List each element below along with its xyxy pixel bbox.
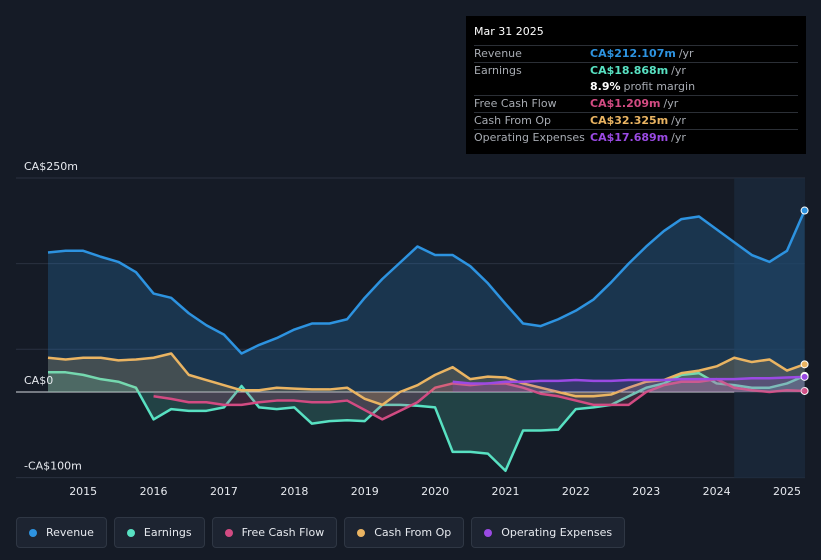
series-line xyxy=(47,210,806,355)
x-tick-label: 2020 xyxy=(421,485,449,498)
legend-label: Free Cash Flow xyxy=(241,526,325,539)
x-tick-label: 2023 xyxy=(632,485,660,498)
forecast-region xyxy=(734,178,805,478)
tooltip-row-unit: profit margin xyxy=(623,80,696,93)
series-endpoint[interactable] xyxy=(800,206,809,215)
tooltip-row-label: Earnings xyxy=(474,64,522,77)
tooltip-row-label: Operating Expenses xyxy=(474,131,585,144)
tooltip-row-value: CA$1.209m xyxy=(590,97,661,110)
series-cash-from-op xyxy=(47,352,809,407)
tooltip-row-unit: /yr xyxy=(671,64,686,77)
y-tick-label: CA$250m xyxy=(24,160,78,173)
legend-dot-icon xyxy=(357,528,366,537)
tooltip-row-unit: /yr xyxy=(671,114,686,127)
legend-item-revenue[interactable]: Revenue xyxy=(16,517,107,548)
tooltip-row: Cash From Op CA$32.325m/yr xyxy=(474,112,798,129)
x-tick-label: 2019 xyxy=(351,485,379,498)
legend-label: Operating Expenses xyxy=(501,526,613,539)
x-tick-label: 2022 xyxy=(562,485,590,498)
tooltip-row-value: CA$18.868m xyxy=(590,64,669,77)
tooltip-row: Free Cash Flow CA$1.209m/yr xyxy=(474,95,798,112)
x-tick-label: 2015 xyxy=(69,485,97,498)
x-tick-label: 2017 xyxy=(210,485,238,498)
tooltip-row: Operating Expenses CA$17.689m/yr xyxy=(474,129,798,146)
series-area xyxy=(452,376,805,392)
legend-item-free-cash-flow[interactable]: Free Cash Flow xyxy=(211,517,338,548)
legend-dot-icon xyxy=(29,528,37,537)
tooltip-row: Revenue CA$212.107m/yr xyxy=(474,45,798,62)
series-endpoint[interactable] xyxy=(800,372,809,381)
tooltip-row: 8.9% profit margin xyxy=(474,79,798,95)
legend-label: Cash From Op xyxy=(374,526,452,539)
tooltip-row-value: CA$32.325m xyxy=(590,114,669,127)
tooltip-row-label: Revenue xyxy=(474,47,522,60)
series-endpoint[interactable] xyxy=(800,386,809,395)
tooltip-row-label: Free Cash Flow xyxy=(474,97,557,110)
series-line xyxy=(452,375,805,385)
x-tick-label: 2016 xyxy=(140,485,168,498)
legend-item-operating-expenses[interactable]: Operating Expenses xyxy=(471,517,626,548)
tooltip-row-label: Cash From Op xyxy=(474,114,552,127)
tooltip-row-value: 8.9% xyxy=(590,80,621,93)
series-line xyxy=(48,371,806,473)
tooltip-row-unit: /yr xyxy=(663,97,679,110)
legend-label: Earnings xyxy=(143,526,192,539)
legend-dot-icon xyxy=(126,528,135,537)
y-tick-label: -CA$100m xyxy=(24,460,82,473)
tooltip-row-unit: /yr xyxy=(678,47,694,60)
tooltip-date: Mar 31 2025 xyxy=(474,25,544,38)
legend-dot-icon xyxy=(224,528,233,537)
series-operating-expenses xyxy=(452,372,809,392)
tooltip-row-value: CA$17.689m xyxy=(590,131,669,144)
tooltip-row: Earnings CA$18.868m/yr xyxy=(474,62,798,79)
legend: Revenue Earnings Free Cash Flow Cash From O… xyxy=(16,517,626,548)
legend-label: Revenue xyxy=(46,526,94,539)
series-area xyxy=(48,210,805,392)
x-tick-label: 2024 xyxy=(703,485,731,498)
x-tick-label: 2021 xyxy=(491,485,519,498)
y-tick-label: CA$0 xyxy=(24,374,53,387)
series-area xyxy=(48,372,805,471)
x-tick-label: 2025 xyxy=(773,485,801,498)
series-revenue xyxy=(47,206,809,392)
series-line xyxy=(47,352,806,407)
tooltip-row-label xyxy=(474,79,590,95)
tooltip-row-unit: /yr xyxy=(671,131,686,144)
legend-item-cash-from-op[interactable]: Cash From Op xyxy=(344,517,465,548)
legend-dot-icon xyxy=(484,528,493,537)
series-area xyxy=(153,379,805,420)
legend-item-earnings[interactable]: Earnings xyxy=(113,517,205,548)
tooltip-row-value: CA$212.107m xyxy=(590,47,676,60)
x-tick-label: 2018 xyxy=(280,485,308,498)
tooltip: Mar 31 2025 Revenue CA$212.107m/yr Earning… xyxy=(466,16,806,154)
series-endpoint[interactable] xyxy=(800,360,809,369)
